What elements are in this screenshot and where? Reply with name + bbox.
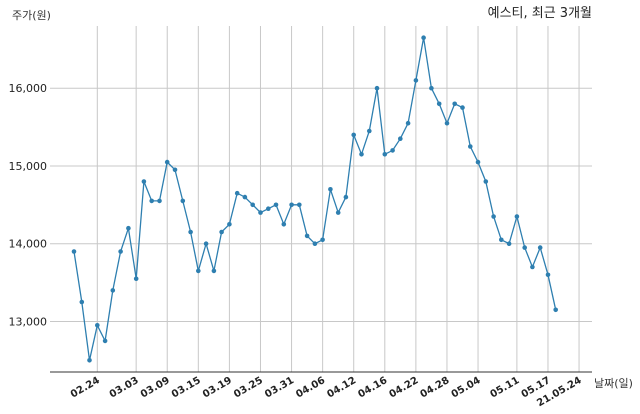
data-point <box>460 105 465 110</box>
data-point <box>359 152 364 157</box>
data-point <box>483 179 489 184</box>
data-point <box>413 78 419 83</box>
data-point <box>436 101 442 107</box>
data-point <box>444 120 450 126</box>
data-point <box>157 198 162 204</box>
data-point <box>382 152 388 157</box>
x-tick-label: 03.25 <box>232 375 265 400</box>
data-point <box>468 144 473 149</box>
data-point <box>304 233 310 239</box>
data-point <box>312 241 318 246</box>
data-point <box>266 206 271 211</box>
data-point <box>141 179 147 184</box>
data-point <box>367 128 372 134</box>
y-axis-ticks: 13,000 14,000 15,000 16,000 <box>9 82 48 328</box>
data-point <box>514 214 520 219</box>
data-point <box>429 85 434 91</box>
data-point <box>95 323 100 328</box>
data-point <box>374 85 380 91</box>
data-point <box>297 202 302 208</box>
data-point <box>328 187 333 192</box>
x-tick-label: 04.12 <box>325 375 358 400</box>
data-point <box>203 241 209 246</box>
data-point <box>281 222 287 227</box>
data-point <box>133 276 139 282</box>
x-tick-label: 03.31 <box>263 375 296 400</box>
data-point <box>71 249 77 254</box>
data-point <box>499 237 504 243</box>
data-point <box>530 264 535 270</box>
x-tick-label: 03.03 <box>108 375 141 400</box>
price-series <box>71 35 558 363</box>
data-point <box>242 194 248 200</box>
x-axis-label: 날짜(일) <box>594 376 633 390</box>
data-point <box>289 202 294 208</box>
x-tick-label: 03.09 <box>139 375 172 400</box>
data-point <box>227 222 232 227</box>
x-tick-label: 04.16 <box>356 375 389 400</box>
y-tick-label: 16,000 <box>9 82 48 95</box>
x-tick-label: 03.15 <box>170 375 203 400</box>
y-tick-label: 14,000 <box>9 238 48 251</box>
data-point <box>102 338 108 344</box>
data-point <box>537 245 543 250</box>
data-point <box>343 194 349 200</box>
price-line <box>73 37 557 361</box>
x-tick-label: 04.06 <box>294 375 327 400</box>
y-tick-label: 13,000 <box>9 315 48 328</box>
x-tick-label: 04.22 <box>387 375 420 400</box>
data-point <box>180 198 186 204</box>
data-point <box>188 229 193 235</box>
data-point <box>118 249 123 254</box>
x-tick-label: 05.11 <box>488 375 521 400</box>
chart-title: 예스티, 최근 3개월 <box>488 6 592 21</box>
y-axis-label: 주가(원) <box>12 9 51 22</box>
data-point <box>405 120 411 126</box>
data-point <box>164 159 170 165</box>
x-tick-label: 05.04 <box>450 375 483 400</box>
x-axis-ticks: 02.24 03.0303.0903.1503.1903.2503.3104.06… <box>69 375 584 409</box>
x-tick-label: 03.19 <box>201 375 234 400</box>
data-point <box>79 299 85 305</box>
data-point <box>421 35 426 40</box>
data-point <box>553 307 558 313</box>
data-point <box>522 245 527 250</box>
data-point <box>250 202 255 208</box>
data-point <box>172 167 178 173</box>
data-point <box>196 268 201 274</box>
data-point <box>506 241 512 246</box>
data-point <box>545 272 551 278</box>
data-point <box>390 148 395 153</box>
data-point <box>475 159 481 165</box>
data-point <box>234 190 240 196</box>
data-point <box>258 210 263 215</box>
x-tick-label: 02.24 <box>69 375 102 400</box>
data-point <box>126 225 131 231</box>
data-point <box>335 210 341 215</box>
data-point <box>87 358 92 363</box>
data-point <box>110 288 116 293</box>
y-tick-label: 15,000 <box>9 160 48 173</box>
data-point <box>149 198 154 204</box>
data-point <box>398 136 403 141</box>
data-point <box>211 268 217 274</box>
x-tick-label: 04.28 <box>419 375 452 400</box>
data-point <box>219 229 224 235</box>
data-point <box>273 202 279 208</box>
data-point <box>491 214 496 219</box>
grid-lines <box>50 26 592 373</box>
data-point <box>351 132 357 138</box>
data-point <box>452 101 458 107</box>
data-point <box>320 237 325 243</box>
